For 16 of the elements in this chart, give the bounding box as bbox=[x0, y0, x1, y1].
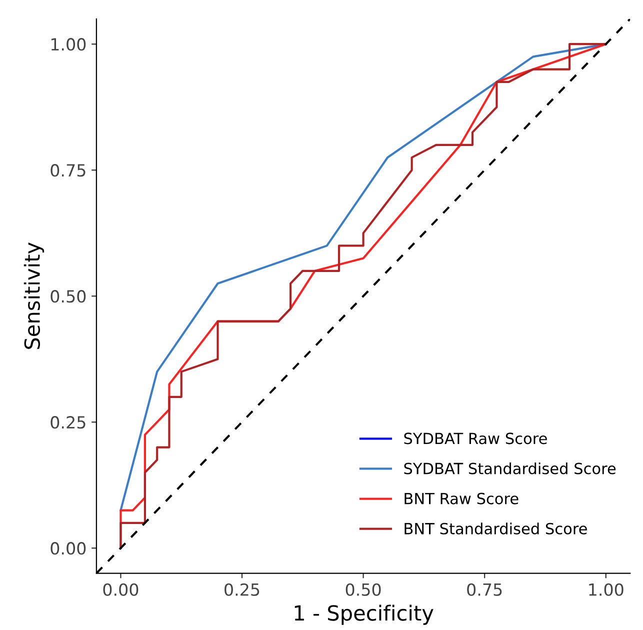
y-tick-label: 0.50 bbox=[50, 290, 86, 303]
legend-label: SYDBAT Standardised Score bbox=[404, 462, 616, 474]
y-tick-label: 0.25 bbox=[50, 416, 86, 429]
y-axis-title: Sensitivity bbox=[24, 242, 44, 349]
x-tick-label: 1.00 bbox=[589, 583, 624, 596]
legend-label: BNT Standardised Score bbox=[404, 522, 587, 534]
x-tick-label: 0.50 bbox=[346, 583, 381, 596]
x-axis-title: 1 - Specificity bbox=[294, 604, 434, 625]
y-tick-label: 1.00 bbox=[51, 38, 86, 51]
x-tick-label: 0.75 bbox=[467, 583, 502, 596]
y-tick-label: 0.75 bbox=[50, 164, 86, 177]
x-tick-label: 0.00 bbox=[103, 583, 138, 596]
legend-label: SYDBAT Raw Score bbox=[404, 432, 547, 444]
x-tick-label: 0.25 bbox=[224, 583, 260, 596]
y-tick-label: 0.00 bbox=[50, 542, 86, 555]
legend-label: BNT Raw Score bbox=[404, 492, 518, 504]
